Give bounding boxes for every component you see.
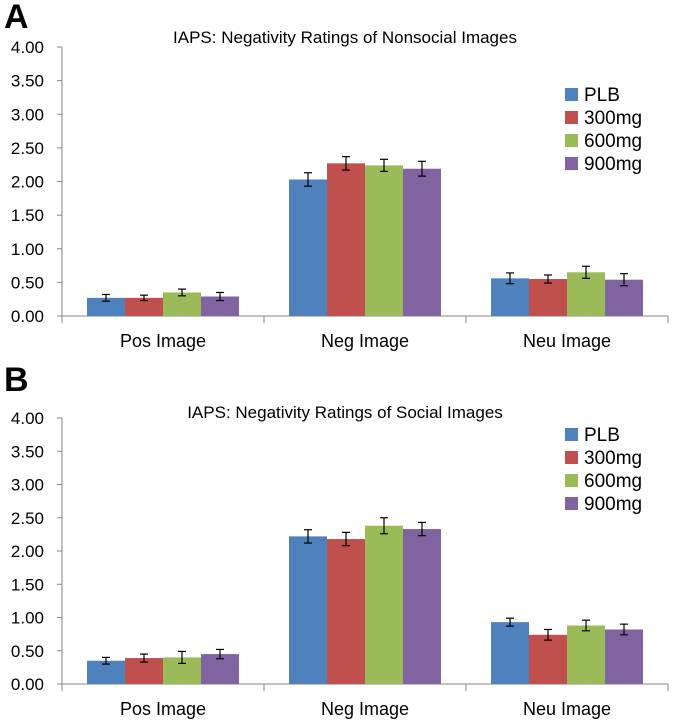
- y-tick-label: 1.50: [11, 206, 44, 225]
- x-tick-label: Pos Image: [120, 699, 206, 719]
- bar-nonsocial-PLB-1: [87, 297, 125, 316]
- legend-swatch: [565, 474, 578, 487]
- bar-nonsocial-PLB-2: [289, 179, 327, 316]
- x-tick-label: Neu Image: [523, 331, 611, 351]
- legend-label: 300mg: [584, 448, 642, 469]
- legend-label: 600mg: [584, 471, 642, 492]
- legend-label: 300mg: [584, 108, 642, 129]
- legend-swatch: [565, 88, 578, 101]
- y-tick-label: 0.00: [11, 307, 44, 326]
- bar-social-300mg-3: [529, 634, 567, 684]
- x-tick-label: Neg Image: [321, 331, 409, 351]
- legend-label: PLB: [584, 85, 620, 106]
- y-tick-label: 1.50: [11, 575, 44, 594]
- bar-nonsocial-300mg-1: [125, 297, 163, 316]
- legend-label: PLB: [584, 425, 620, 446]
- legend-swatch: [565, 111, 578, 124]
- y-tick-label: 0.00: [11, 675, 44, 694]
- y-tick-label: 3.50: [11, 442, 44, 461]
- y-tick-label: 1.00: [11, 609, 44, 628]
- y-tick-label: 2.00: [11, 542, 44, 561]
- panel-label-b: B: [4, 361, 29, 399]
- legend-swatch: [565, 157, 578, 170]
- legend-swatch: [565, 497, 578, 510]
- bar-nonsocial-PLB-3: [491, 278, 529, 316]
- y-tick-label: 3.50: [11, 72, 44, 91]
- bar-social-PLB-1: [87, 660, 125, 684]
- y-tick-label: 3.00: [11, 105, 44, 124]
- y-tick-label: 1.00: [11, 240, 44, 259]
- bar-nonsocial-900mg-2: [403, 168, 441, 316]
- bar-nonsocial-600mg-3: [567, 272, 605, 316]
- y-tick-label: 2.50: [11, 509, 44, 528]
- y-tick-label: 4.00: [11, 409, 44, 428]
- bar-social-900mg-3: [605, 629, 643, 684]
- chart-title: IAPS: Negativity Ratings of Social Image…: [187, 403, 503, 422]
- bar-social-600mg-2: [365, 525, 403, 684]
- y-tick-label: 0.50: [11, 642, 44, 661]
- chart-title: IAPS: Negativity Ratings of Nonsocial Im…: [173, 28, 517, 47]
- bar-social-300mg-2: [327, 539, 365, 684]
- bar-social-600mg-3: [567, 625, 605, 684]
- chart-nonsocial: IAPS: Negativity Ratings of Nonsocial Im…: [11, 28, 669, 351]
- chart-social: IAPS: Negativity Ratings of Social Image…: [11, 403, 669, 719]
- legend-label: 600mg: [584, 131, 642, 152]
- x-tick-label: Neg Image: [321, 699, 409, 719]
- legend-swatch: [565, 451, 578, 464]
- legend-swatch: [565, 134, 578, 147]
- x-tick-label: Neu Image: [523, 699, 611, 719]
- y-tick-label: 2.00: [11, 173, 44, 192]
- bar-nonsocial-300mg-3: [529, 279, 567, 316]
- panel-label-a: A: [4, 0, 29, 36]
- y-tick-label: 3.00: [11, 476, 44, 495]
- bar-social-PLB-2: [289, 536, 327, 684]
- bar-social-PLB-3: [491, 622, 529, 684]
- x-tick-label: Pos Image: [120, 331, 206, 351]
- y-tick-label: 0.50: [11, 273, 44, 292]
- legend-label: 900mg: [584, 154, 642, 175]
- bar-social-900mg-2: [403, 529, 441, 684]
- y-tick-label: 4.00: [11, 38, 44, 57]
- bar-nonsocial-300mg-2: [327, 163, 365, 316]
- bar-nonsocial-600mg-2: [365, 165, 403, 316]
- legend-swatch: [565, 428, 578, 441]
- legend-label: 900mg: [584, 494, 642, 515]
- bar-nonsocial-600mg-1: [163, 292, 201, 316]
- bar-nonsocial-900mg-1: [201, 296, 239, 316]
- y-tick-label: 2.50: [11, 139, 44, 158]
